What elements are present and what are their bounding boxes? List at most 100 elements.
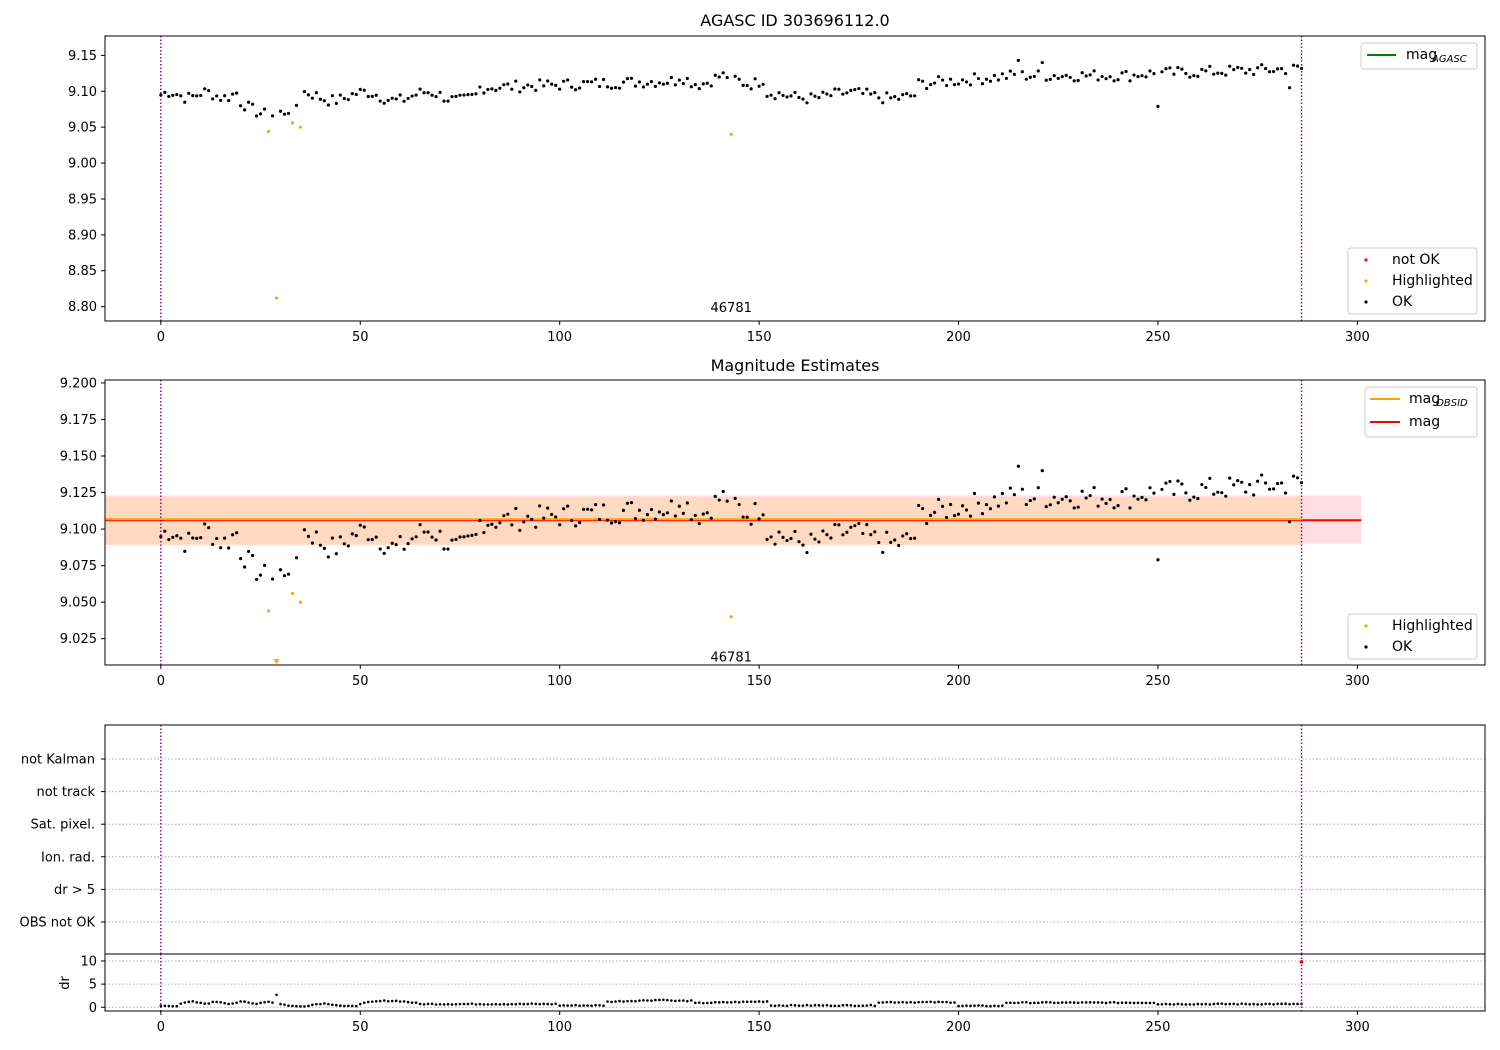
- dr-point: [1244, 1002, 1247, 1006]
- dr-point: [885, 1000, 889, 1004]
- ok-point: [538, 504, 542, 508]
- dr-point: [1200, 1002, 1204, 1006]
- dr-point: [354, 1004, 358, 1008]
- ok-point: [530, 517, 534, 521]
- ok-point: [215, 536, 219, 541]
- dr-point: [530, 1002, 534, 1005]
- ok-point: [940, 78, 945, 82]
- ok-point: [167, 538, 171, 542]
- ok-point: [621, 508, 626, 512]
- ok-point: [605, 85, 610, 89]
- dr-point: [690, 999, 693, 1002]
- x-tick-label: 150: [747, 330, 772, 345]
- ok-point: [765, 94, 769, 98]
- ok-point: [996, 504, 1001, 508]
- x-tick-label: 0: [157, 674, 165, 689]
- ok-point: [1176, 66, 1180, 70]
- dr-point: [398, 1000, 402, 1003]
- ok-point: [964, 508, 969, 512]
- x-tick-label: 50: [352, 330, 369, 345]
- dr-point: [582, 1004, 585, 1007]
- ok-point: [1152, 491, 1156, 495]
- dr-point: [741, 1000, 745, 1003]
- dr-point: [777, 1004, 781, 1007]
- ok-point: [701, 512, 705, 516]
- ok-point: [354, 92, 358, 97]
- ok-point: [498, 86, 502, 90]
- ok-point: [589, 80, 594, 84]
- dr-point: [881, 1001, 885, 1004]
- ok-point: [1060, 497, 1064, 501]
- ok-point: [402, 547, 406, 551]
- ok-point: [1160, 487, 1164, 492]
- ok-point: [494, 88, 498, 92]
- dr-point: [462, 1002, 466, 1006]
- dr-point: [562, 1004, 565, 1007]
- panel-agasc-mag: AGASC ID 303696112.0 46781 0 50 100 150 200 2…: [68, 11, 1486, 345]
- ok-point: [171, 535, 175, 539]
- dr-point: [721, 1000, 725, 1004]
- ok-point: [458, 93, 462, 97]
- panel-flags: not Kalman not track Sat. pixel. Ion. rad. d…: [20, 724, 1486, 955]
- dr-point: [909, 1000, 912, 1004]
- dr-point: [430, 1002, 434, 1006]
- ok-point: [773, 97, 777, 101]
- ok-point: [306, 93, 311, 97]
- highlighted-point: [266, 609, 271, 613]
- ok-point: [1164, 481, 1168, 485]
- ok-point: [733, 74, 737, 78]
- ok-point: [681, 511, 685, 515]
- dr-point: [821, 1004, 825, 1007]
- ok-point: [976, 76, 981, 81]
- ok-point: [191, 94, 195, 98]
- ok-point: [223, 536, 227, 540]
- ok-point: [713, 73, 717, 77]
- ok-point: [175, 534, 179, 538]
- y-tick-label: 9.05: [68, 121, 97, 136]
- y-tick-label: 10: [80, 954, 97, 969]
- dr-point: [817, 1004, 821, 1007]
- ok-point: [1160, 70, 1164, 74]
- y-tick-label: 9.15: [68, 49, 97, 64]
- ok-point: [338, 93, 342, 97]
- dr-point: [801, 1004, 805, 1007]
- ok-point: [952, 83, 957, 87]
- dr-point: [725, 1001, 729, 1004]
- dr-point: [701, 1001, 705, 1005]
- y-tick-label: 5: [89, 978, 97, 993]
- ok-point: [869, 92, 873, 96]
- y-tick-label: 9.050: [60, 596, 97, 611]
- y-tick-label: 9.025: [60, 632, 97, 647]
- ok-point: [777, 91, 781, 95]
- dr-point: [1084, 1001, 1088, 1004]
- dr-point: [789, 1003, 793, 1007]
- dr-point: [745, 1000, 749, 1004]
- ok-point: [286, 572, 291, 576]
- ok-point: [1080, 489, 1084, 493]
- ok-point: [1028, 498, 1032, 503]
- dr-point: [295, 1004, 298, 1008]
- ok-point: [346, 544, 350, 548]
- ok-point: [905, 532, 909, 536]
- ok-point: [1028, 75, 1032, 79]
- ok-point: [1056, 76, 1060, 80]
- dr-point: [1172, 1003, 1176, 1006]
- ok-point: [211, 97, 215, 101]
- ok-point: [917, 78, 921, 82]
- ok-point: [322, 99, 326, 103]
- dr-point: [933, 1001, 936, 1004]
- dr-point: [1156, 1003, 1160, 1006]
- legend-status-2: Highlighted OK: [1347, 613, 1478, 660]
- dr-point: [454, 1002, 458, 1006]
- ok-point: [925, 521, 929, 526]
- ok-point: [1232, 483, 1236, 487]
- ok-point: [526, 514, 530, 518]
- ok-point: [1100, 497, 1104, 501]
- ok-point: [1128, 79, 1132, 83]
- ok-point: [1004, 501, 1008, 505]
- ok-point: [1216, 71, 1220, 75]
- ok-point: [709, 84, 713, 88]
- highlighted-point: [290, 591, 295, 595]
- ok-point: [741, 515, 745, 519]
- ok-point: [853, 88, 857, 92]
